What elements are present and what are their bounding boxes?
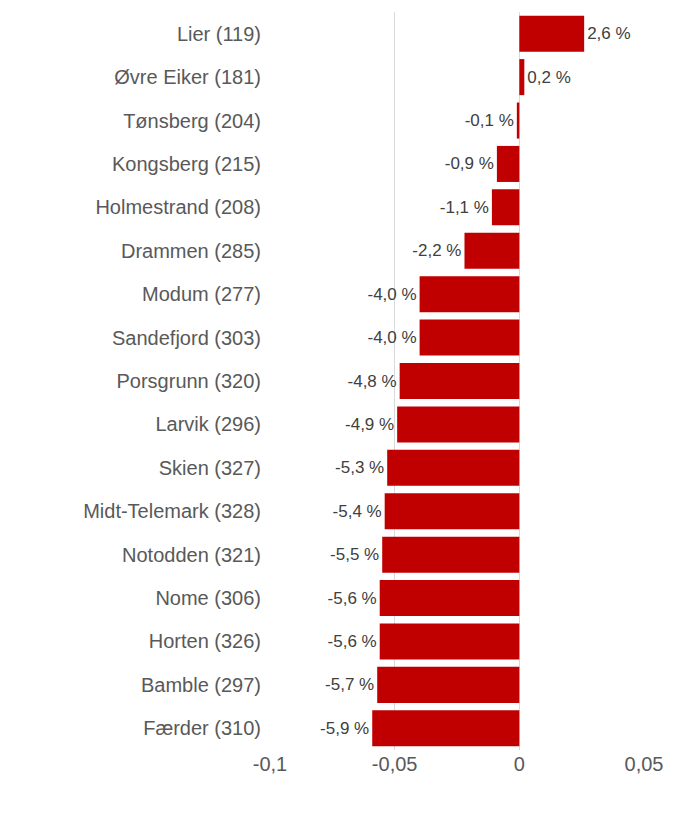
svg-text:2,6 %: 2,6 % [587, 24, 630, 43]
svg-text:-5,7 %: -5,7 % [325, 675, 374, 694]
svg-text:-0,1: -0,1 [253, 753, 287, 775]
svg-text:Tønsberg (204): Tønsberg (204) [123, 110, 261, 132]
svg-text:Lier (119): Lier (119) [177, 23, 261, 45]
svg-text:-5,6 %: -5,6 % [328, 589, 377, 608]
svg-text:Horten (326): Horten (326) [149, 630, 261, 652]
svg-text:-0,05: -0,05 [372, 753, 418, 775]
svg-text:Sandefjord (303): Sandefjord (303) [112, 327, 261, 349]
svg-text:-5,4 %: -5,4 % [333, 502, 382, 521]
svg-text:-4,8 %: -4,8 % [348, 372, 397, 391]
svg-text:Holmestrand (208): Holmestrand (208) [95, 196, 261, 218]
svg-text:Færder (310): Færder (310) [143, 717, 261, 739]
svg-text:-5,6 %: -5,6 % [328, 632, 377, 651]
svg-text:Øvre Eiker (181): Øvre Eiker (181) [114, 66, 261, 88]
svg-text:Midt-Telemark (328): Midt-Telemark (328) [83, 500, 261, 522]
svg-text:0,05: 0,05 [625, 753, 664, 775]
svg-text:-1,1 %: -1,1 % [440, 198, 489, 217]
svg-text:0: 0 [514, 753, 525, 775]
svg-text:-5,3 %: -5,3 % [335, 458, 384, 477]
svg-text:Drammen (285): Drammen (285) [121, 240, 261, 262]
svg-text:Notodden (321): Notodden (321) [122, 544, 261, 566]
svg-text:-5,9 %: -5,9 % [320, 719, 369, 738]
svg-text:-0,9 %: -0,9 % [445, 154, 494, 173]
svg-text:Porsgrunn (320): Porsgrunn (320) [116, 370, 261, 392]
svg-text:Nome (306): Nome (306) [155, 587, 261, 609]
svg-text:0,2 %: 0,2 % [527, 68, 570, 87]
svg-text:-2,2 %: -2,2 % [412, 241, 461, 260]
svg-text:-0,1 %: -0,1 % [465, 111, 514, 130]
svg-text:-5,5 %: -5,5 % [330, 545, 379, 564]
svg-text:Bamble (297): Bamble (297) [141, 674, 261, 696]
svg-text:-4,9 %: -4,9 % [345, 415, 394, 434]
svg-text:Larvik (296): Larvik (296) [155, 413, 261, 435]
svg-text:Skien (327): Skien (327) [159, 457, 261, 479]
svg-text:-4,0 %: -4,0 % [367, 328, 416, 347]
svg-text:Kongsberg (215): Kongsberg (215) [112, 153, 261, 175]
svg-text:-4,0 %: -4,0 % [367, 285, 416, 304]
svg-text:Modum (277): Modum (277) [142, 283, 261, 305]
